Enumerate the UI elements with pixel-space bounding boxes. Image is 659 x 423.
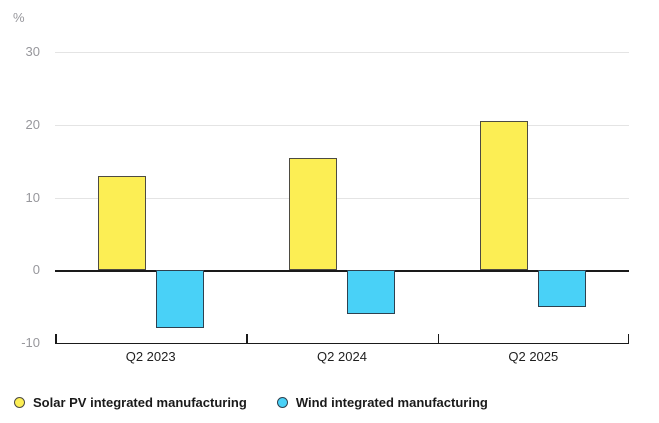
legend-item-solar: Solar PV integrated manufacturing [14,395,247,410]
bar-wind-q2-2025 [538,270,587,307]
x-axis-tick [55,334,57,343]
zero-axis-line [55,270,629,272]
legend-swatch-wind-icon [276,397,288,408]
x-axis-tick [437,334,440,343]
plot-area [55,52,629,344]
x-tick-label: Q2 2023 [125,349,176,364]
bar-wind-q2-2023 [155,270,204,329]
gridline [55,124,629,126]
legend-label-wind: Wind integrated manufacturing [295,395,488,410]
y-tick-label: 10 [25,189,40,205]
legend-label-solar: Solar PV integrated manufacturing [33,395,247,410]
x-axis-tick [246,334,248,343]
y-tick-label: 20 [25,116,40,132]
bar-solar-q2-2025 [480,121,529,271]
y-tick-label: 30 [25,44,40,59]
y-axis-unit-label: % [13,10,25,25]
bar-solar-q2-2024 [289,157,337,271]
x-tick-label: Q2 2025 [508,349,559,364]
bar-wind-q2-2024 [347,270,395,314]
x-axis-labels: Q2 2023 Q2 2024 Q2 2025 [55,349,629,364]
bar-solar-q2-2023 [97,175,146,271]
y-tick-label: -10 [21,335,40,350]
gridline [55,52,629,53]
legend-swatch-solar-icon [14,397,25,408]
legend-item-wind: Wind integrated manufacturing [276,395,488,410]
legend: Solar PV integrated manufacturing Wind i… [14,395,488,410]
x-tick-label: Q2 2024 [317,349,367,364]
y-tick-label: 0 [32,262,40,278]
gridline [55,197,629,199]
x-axis-tick [627,334,629,343]
